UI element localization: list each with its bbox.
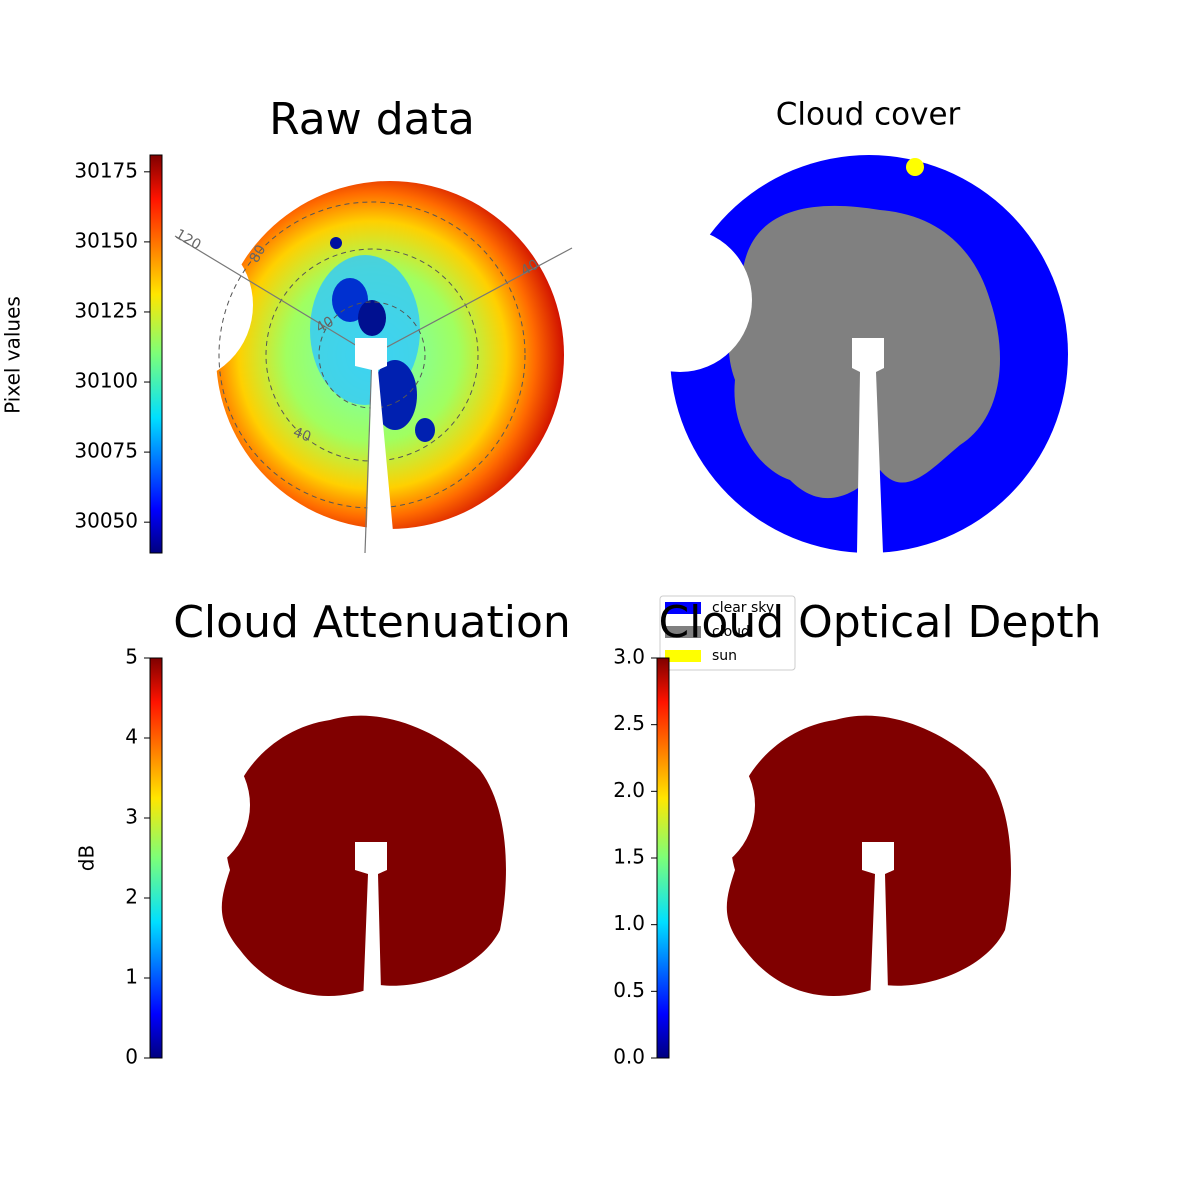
cloud-cover-image bbox=[608, 155, 1068, 553]
legend-swatch bbox=[665, 626, 701, 638]
polar-label: 40 bbox=[291, 424, 313, 445]
colorbar-tick-label: 0 bbox=[125, 1045, 138, 1069]
colorbar-tick-label: 3.0 bbox=[613, 645, 645, 669]
colorbar bbox=[149, 154, 163, 554]
colorbar-tick-label: 4 bbox=[125, 725, 138, 749]
legend-swatch bbox=[665, 602, 701, 614]
colorbar-tick-label: 0.5 bbox=[613, 978, 645, 1002]
colorbar-tick-label: 30125 bbox=[74, 298, 138, 322]
colorbar-tick-label: 5 bbox=[125, 645, 138, 669]
panel-title: Cloud Attenuation bbox=[173, 597, 571, 648]
colorbar-label: Pixel values bbox=[1, 296, 25, 414]
legend-label: cloud bbox=[712, 624, 750, 640]
panel-title: Raw data bbox=[269, 94, 475, 145]
colorbar-tick-label: 30175 bbox=[74, 158, 138, 182]
polar-label: 80 bbox=[247, 242, 270, 265]
colorbar-tick-label: 30050 bbox=[74, 509, 138, 533]
legend-label: sun bbox=[712, 648, 737, 664]
colorbar-tick-label: 30150 bbox=[74, 228, 138, 252]
colorbar-tick-label: 3 bbox=[125, 805, 138, 829]
polar-label: 40 bbox=[518, 257, 541, 280]
panel-title: Cloud cover bbox=[776, 97, 961, 133]
legend-label: clear sky bbox=[712, 600, 774, 616]
colorbar-tick-label: 2.5 bbox=[613, 711, 645, 735]
panel-title: Cloud Optical Depth bbox=[658, 597, 1101, 648]
colorbar-tick-label: 30075 bbox=[74, 439, 138, 463]
colorbar-tick-label: 2 bbox=[125, 885, 138, 909]
colorbar-tick-label: 2.0 bbox=[613, 778, 645, 802]
attenuation-image bbox=[106, 715, 506, 1030]
colorbar bbox=[656, 657, 670, 1059]
colorbar-tick-label: 1.0 bbox=[613, 911, 645, 935]
optical-depth-image bbox=[611, 715, 1011, 1030]
colorbar-tick-label: 30100 bbox=[74, 369, 138, 393]
legend-swatch bbox=[665, 650, 701, 662]
colorbar-label: dB bbox=[75, 845, 99, 871]
colorbar bbox=[149, 657, 163, 1059]
colorbar-tick-label: 1.5 bbox=[613, 845, 645, 869]
raw-image bbox=[97, 181, 573, 554]
colorbar-tick-label: 1 bbox=[125, 965, 138, 989]
colorbar-tick-label: 0.0 bbox=[613, 1045, 645, 1069]
polar-label: 40 bbox=[313, 314, 336, 337]
